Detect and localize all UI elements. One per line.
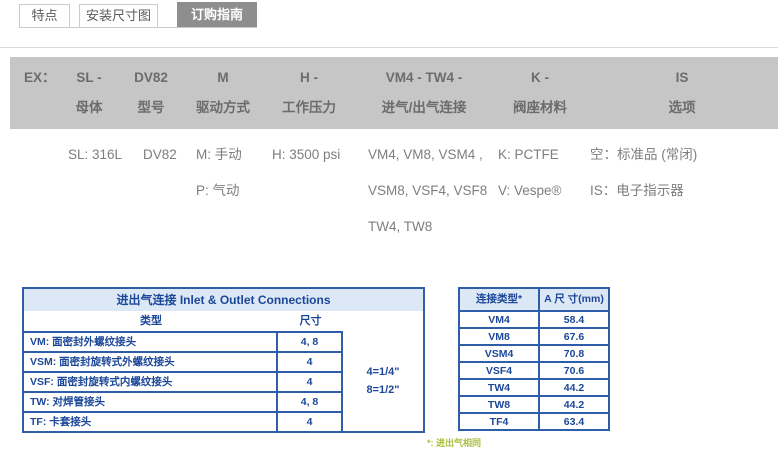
table-row-dim: 70.8 [540, 344, 608, 361]
table-row-size: 4, 8 [278, 391, 343, 411]
table-row-size: 4, 8 [278, 331, 343, 351]
value-line: V: Vespe® [498, 183, 562, 198]
table-row-type: TF: 卡套接头 [24, 411, 278, 431]
value-line: M: 手动 [196, 147, 242, 162]
bottom-tables: 进出气连接 Inlet & Outlet Connections 类型 尺寸 V… [0, 287, 778, 449]
table-row-type: TF4 [460, 412, 540, 429]
value-line: SL: 316L [68, 147, 123, 162]
size-note: 8=1/2" [366, 384, 400, 396]
table-row-dim: 58.4 [540, 310, 608, 327]
table-row-size: 4 [278, 411, 343, 431]
value-line: VSM8, VSF4, VSF8 [368, 183, 488, 198]
table-row-size: 4 [278, 351, 343, 371]
values-options: 空：标准品 (常闭) IS：电子指示器 [586, 137, 778, 245]
label-pressure: 工作压力 [282, 100, 336, 115]
values-connections: VM4, VM8, VSM4 , VSM8, VSF4, VSF8 TW4, T… [354, 137, 494, 245]
label-connections: 进气/出气连接 [381, 100, 467, 115]
table-row-dim: 67.6 [540, 327, 608, 344]
order-code-row-labels: 母体 型号 驱动方式 工作压力 进气/出气连接 阀座材料 选项 [10, 89, 778, 119]
table-row-type: VM8 [460, 327, 540, 344]
code-connections: VM4 - TW4 - [385, 70, 463, 85]
connections-table: 进出气连接 Inlet & Outlet Connections 类型 尺寸 V… [22, 287, 425, 433]
values-pressure: H: 3500 psi [264, 137, 354, 245]
order-code-values: SL: 316L DV82 M: 手动 P: 气动 H: 3500 psi VM… [10, 129, 778, 245]
value-line: P: 气动 [196, 183, 240, 198]
table-row-dim: 70.6 [540, 361, 608, 378]
table-row-type: VM4 [460, 310, 540, 327]
value-line: 空：标准品 (常闭) [590, 147, 698, 162]
table-row-type: VSF4 [460, 361, 540, 378]
code-pressure: H - [300, 70, 318, 85]
values-model: DV82 [120, 137, 182, 245]
dimensions-col-dim: A 尺 寸(mm) [540, 289, 608, 310]
value-line: H: 3500 psi [272, 147, 341, 162]
separator-line [0, 47, 778, 48]
code-options: IS [675, 70, 689, 85]
value-line: VM4, VM8, VSM4 , [368, 147, 483, 162]
table-row-dim: 44.2 [540, 395, 608, 412]
table-row-type: TW8 [460, 395, 540, 412]
dimensions-footnote: *: 进出气相同 [427, 438, 482, 448]
value-line: K: PCTFE [498, 147, 559, 162]
code-model: DV82 [134, 70, 168, 85]
table-row-type: TW4 [460, 378, 540, 395]
label-model: 型号 [137, 100, 165, 115]
table-row-type: VSF: 面密封旋转式内螺纹接头 [24, 371, 278, 391]
code-seat-material: K - [531, 70, 549, 85]
code-actuation: M [217, 70, 229, 85]
table-row-type: TW: 对焊管接头 [24, 391, 278, 411]
table-row-dim: 44.2 [540, 378, 608, 395]
tab-ordering-guide[interactable]: 订购指南 [177, 2, 257, 27]
label-base-body: 母体 [75, 100, 103, 115]
table-row-size: 4 [278, 371, 343, 391]
code-base-body: SL - [76, 70, 102, 85]
tab-bar: 特点 安装尺寸图 订购指南 [19, 2, 257, 28]
label-options: 选项 [668, 100, 696, 115]
value-line: DV82 [143, 147, 177, 162]
dimensions-table-wrap: 连接类型* A 尺 寸(mm) VM4 58.4 VM8 67.6 VSM4 7… [425, 287, 610, 449]
connections-col-size: 尺寸 [299, 315, 322, 327]
label-seat-material: 阀座材料 [513, 100, 567, 115]
order-code-header: EX： SL - DV82 M H - VM4 - TW4 - K - IS 母… [10, 57, 778, 129]
dimensions-col-type: 连接类型* [460, 289, 540, 310]
table-row-type: VSM: 面密封旋转式外螺纹接头 [24, 351, 278, 371]
dimensions-table: 连接类型* A 尺 寸(mm) VM4 58.4 VM8 67.6 VSM4 7… [458, 287, 610, 431]
order-code-prefix: EX： [24, 70, 56, 85]
value-line: IS：电子指示器 [590, 183, 684, 198]
table-row-dim: 63.4 [540, 412, 608, 429]
order-code-row-codes: EX： SL - DV82 M H - VM4 - TW4 - K - IS [10, 66, 778, 89]
connections-size-notes: 4=1/4" 8=1/2" [343, 331, 423, 431]
tab-features[interactable]: 特点 [19, 4, 70, 27]
table-row-type: VSM4 [460, 344, 540, 361]
value-line: TW4, TW8 [368, 219, 433, 234]
values-base-body: SL: 316L [58, 137, 123, 245]
values-actuation: M: 手动 P: 气动 [182, 137, 264, 245]
values-seat-material: K: PCTFE V: Vespe® [494, 137, 586, 245]
connections-table-title: 进出气连接 Inlet & Outlet Connections [24, 289, 423, 311]
label-actuation: 驱动方式 [196, 100, 250, 115]
tab-installation-dimensions[interactable]: 安装尺寸图 [79, 4, 158, 27]
table-row-type: VM: 面密封外螺纹接头 [24, 331, 278, 351]
size-note: 4=1/4" [366, 366, 400, 378]
connections-col-type: 类型 [140, 315, 162, 327]
